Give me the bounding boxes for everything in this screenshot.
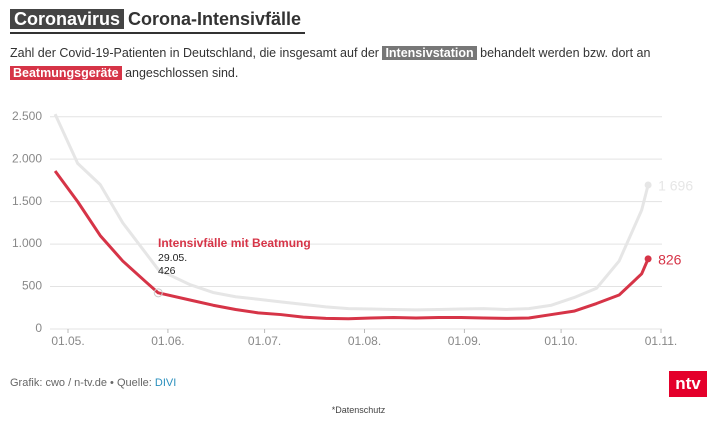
source-link[interactable]: DIVI (154, 377, 177, 389)
x-tick-label: 01.09. (448, 334, 481, 348)
line (53, 113, 650, 312)
x-tick-label: 01.07. (248, 334, 281, 348)
x-tick-label: 01.06. (151, 334, 184, 348)
x-tick-label: 01.05. (51, 334, 84, 348)
annotation-value: 426 (158, 265, 176, 277)
x-tick-label: 01.08. (348, 334, 381, 348)
credit: Grafik: cwo / n-tv.de • Quelle: (10, 377, 152, 389)
header: Coronavirus Corona-Intensivfälle (10, 9, 306, 34)
kicker: Coronavirus (10, 9, 125, 29)
x-tick-label: 01.11. (645, 334, 677, 348)
y-tick-label: 1.500 (12, 194, 42, 208)
end-dot (644, 181, 652, 189)
footer: Grafik: cwo / n-tv.de • Quelle: DIVI (10, 377, 176, 389)
subtitle-text: behandelt werden bzw. dort an (480, 46, 651, 60)
annotation-date: 29.05. (158, 252, 187, 264)
title: Corona-Intensivfälle (128, 9, 302, 29)
annotation-title: Intensivfälle mit Beatmung (158, 236, 311, 250)
y-tick-label: 0 (35, 321, 42, 335)
end-label: 1 696 (658, 178, 693, 194)
y-tick-label: 2.000 (12, 151, 42, 165)
y-tick-label: 1.000 (12, 236, 42, 250)
y-tick-label: 2.500 (12, 109, 42, 123)
x-tick-label: 01.10. (544, 334, 577, 348)
highlight: Beatmungsgeräte (10, 66, 122, 80)
logo: ntv (669, 371, 707, 397)
subtitle: Zahl der Covid-19-Patienten in Deutschla… (10, 43, 700, 83)
subtitle-text: angeschlossen sind. (125, 66, 239, 80)
line (53, 170, 650, 321)
subtitle-text: Zahl der Covid-19-Patienten in Deutschla… (10, 46, 379, 60)
highlight: Intensivstation (382, 46, 477, 60)
annotation-dot (153, 288, 163, 298)
end-dot (644, 255, 652, 263)
y-tick-label: 500 (22, 279, 42, 293)
end-label: 826 (658, 252, 682, 268)
privacy-link[interactable]: *Datenschutz (331, 405, 386, 415)
